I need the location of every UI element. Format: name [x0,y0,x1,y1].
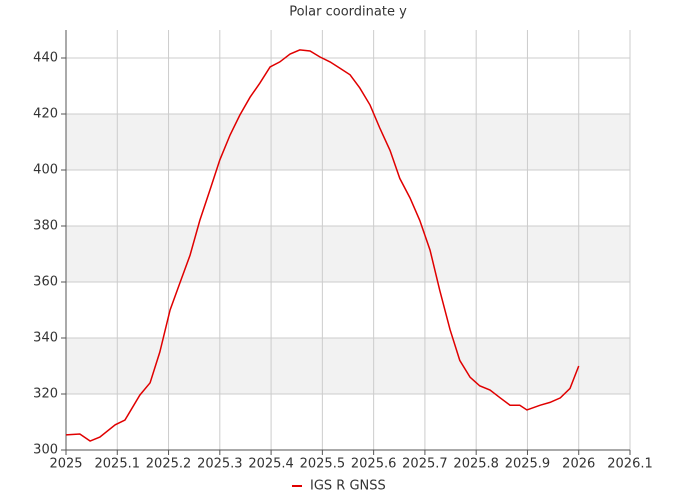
y-tick-label: 320 [33,387,58,402]
x-tick-label: 2025.9 [505,457,551,472]
y-tick-label: 340 [33,331,58,346]
grid-band [66,338,630,394]
x-tick-label: 2026 [562,457,595,472]
x-tick-label: 2025.1 [95,457,141,472]
x-tick-label: 2025.2 [146,457,192,472]
x-tick-label: 2025.8 [453,457,499,472]
x-tick-label: 2025 [49,457,82,472]
chart-title: Polar coordinate y [289,5,407,20]
y-tick-label: 420 [33,107,58,122]
legend-label: IGS R GNSS [310,479,386,494]
x-tick-label: 2025.3 [197,457,243,472]
y-tick-label: 380 [33,219,58,234]
x-tick-label: 2025.7 [402,457,448,472]
data-line [65,49,580,442]
x-tick-label: 2025.5 [300,457,346,472]
x-tick-label: 2025.6 [351,457,397,472]
y-tick-label: 360 [33,275,58,290]
grid-band [66,226,630,282]
y-tick-label: 300 [33,443,58,458]
y-tick-label: 440 [33,51,58,66]
grid-band [66,114,630,170]
x-tick-label: 2026.1 [607,457,653,472]
x-tick-label: 2025.4 [248,457,294,472]
y-tick-label: 400 [33,163,58,178]
